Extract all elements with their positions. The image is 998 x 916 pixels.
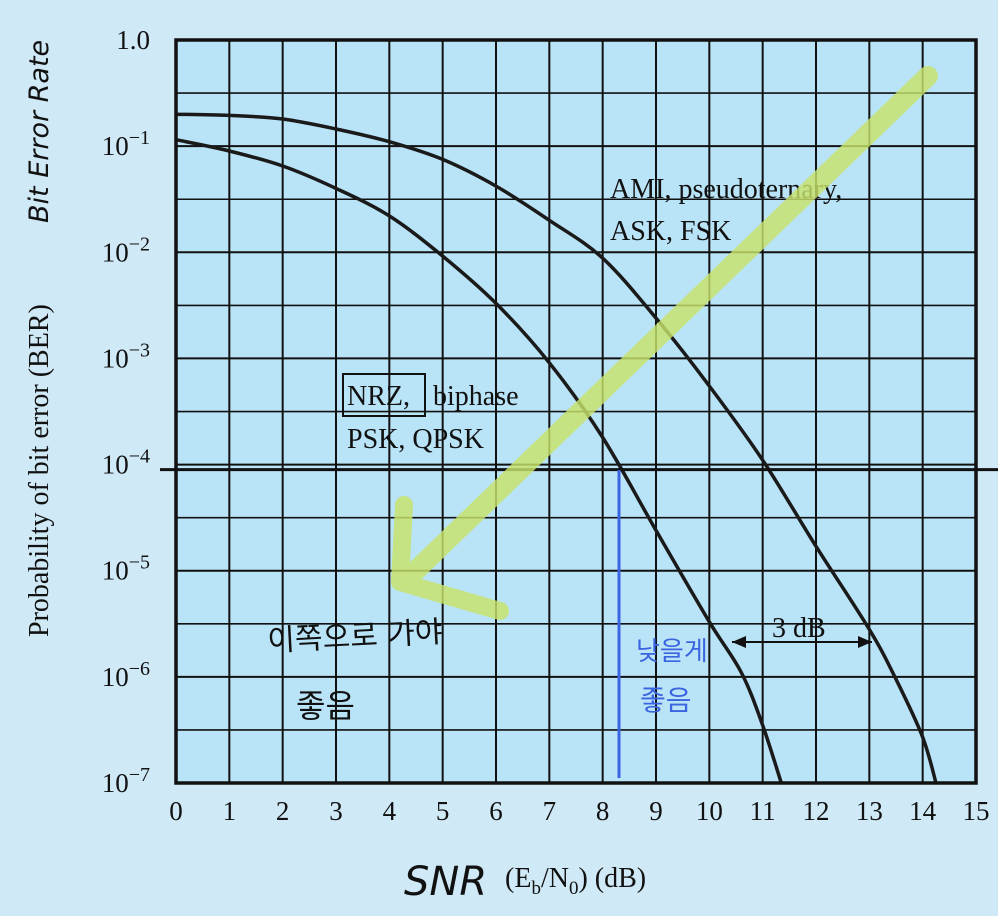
- x-axis-label: SNR (Eb/N0) (dB): [404, 859, 646, 905]
- highlighter-arrow-head: [391, 496, 509, 620]
- gap-arrow-right-head: [858, 636, 872, 648]
- gap-annotation: 3 dB: [732, 613, 872, 648]
- x-axis-label-text: (Eb/N0) (dB): [505, 863, 646, 899]
- y-tick-label: 10−7: [102, 764, 150, 798]
- x-tick-labels: 0 1 2 3 4 5 6 7 8 9 10 11 12 13 14 15: [169, 796, 989, 826]
- series-label-ami-line2: ASK, FSK: [610, 216, 731, 247]
- x-tick-label: 7: [543, 796, 557, 826]
- x-tick-label: 9: [649, 796, 663, 826]
- highlighter-arrow: [391, 66, 938, 620]
- hand-note-blue-line1: 낮을게: [636, 637, 708, 667]
- x-axis-label-part3: ) (dB): [578, 863, 646, 894]
- x-axis-label-sub-0: 0: [569, 878, 579, 899]
- x-axis-label-part1: (E: [505, 863, 531, 894]
- x-tick-label: 1: [223, 796, 237, 826]
- series-label-nrz: NRZ, biphase PSK, QPSK: [342, 373, 519, 455]
- curve-nrz-psk: [175, 137, 783, 784]
- y-tick-label: 10−2: [102, 233, 150, 267]
- series-label-nrz-line1-rest: biphase: [433, 381, 519, 412]
- gap-label: 3 dB: [772, 613, 826, 644]
- x-tick-label: 10: [696, 796, 723, 826]
- y-tick-labels: 1.0 10−1 10−2 10−3 10−4 10−5 10−6 10−7: [102, 25, 150, 798]
- curves: [175, 112, 938, 784]
- hand-note-left-line2: 좋음: [296, 687, 355, 725]
- y-axis-label-text: Probability of bit error (BER): [24, 304, 55, 637]
- y-tick-label: 10−5: [102, 552, 150, 586]
- nrz-box: [342, 373, 426, 417]
- x-axis-label-handwritten: SNR: [404, 859, 487, 905]
- series-label-nrz-line2: PSK, QPSK: [347, 424, 484, 455]
- x-tick-label: 0: [169, 796, 183, 826]
- x-tick-label: 5: [436, 796, 450, 826]
- x-tick-label: 4: [383, 796, 397, 826]
- y-axis-label-handwritten: Bit Error Rate: [24, 40, 55, 223]
- x-axis-label-sub-b: b: [531, 878, 541, 899]
- x-tick-label: 3: [329, 796, 343, 826]
- hand-note-blue-line2: 좋음: [640, 684, 692, 717]
- x-axis-label-part2: /N: [541, 863, 569, 894]
- y-tick-label: 10−6: [102, 658, 150, 692]
- y-tick-label: 1.0: [116, 25, 150, 55]
- gap-arrow-left-head: [732, 636, 746, 648]
- x-tick-label: 13: [856, 796, 883, 826]
- x-tick-label: 15: [963, 796, 990, 826]
- y-tick-label: 10−4: [102, 446, 150, 480]
- plot-frame: [174, 38, 978, 785]
- series-label-nrz-boxed: NRZ,: [347, 381, 410, 412]
- x-tick-label: 12: [803, 796, 830, 826]
- y-tick-label: 10−3: [102, 339, 150, 373]
- y-axis-label: Probability of bit error (BER) Bit Error…: [24, 40, 55, 637]
- highlighter-arrow-shaft: [394, 66, 938, 592]
- y-tick-label: 10−1: [102, 127, 150, 161]
- x-tick-label: 11: [750, 796, 776, 826]
- x-tick-label: 8: [596, 796, 610, 826]
- x-tick-label: 2: [276, 796, 290, 826]
- x-tick-label: 6: [489, 796, 503, 826]
- x-tick-label: 14: [909, 796, 937, 826]
- curve-ami-ask: [175, 112, 938, 784]
